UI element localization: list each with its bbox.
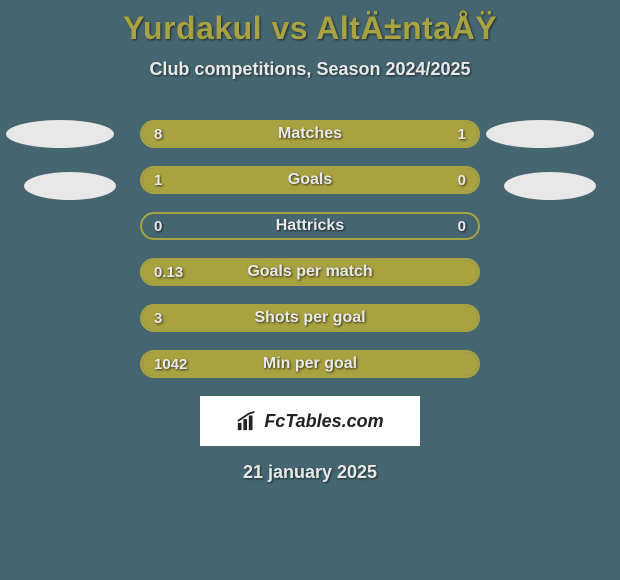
chart-icon (236, 410, 258, 432)
stat-row: 8Matches1 (140, 120, 480, 148)
comparison-subtitle: Club competitions, Season 2024/2025 (0, 59, 620, 80)
stat-label: Shots per goal (142, 309, 478, 327)
fctables-logo: FcTables.com (200, 396, 420, 446)
stat-label: Goals per match (142, 263, 478, 281)
stat-right-value: 1 (458, 126, 466, 143)
stat-row: 0.13Goals per match (140, 258, 480, 286)
stat-row: 3Shots per goal (140, 304, 480, 332)
stat-label: Matches (142, 125, 478, 143)
stat-label: Goals (142, 171, 478, 189)
player-ellipse (486, 120, 594, 148)
player-ellipse (24, 172, 116, 200)
stat-label: Min per goal (142, 355, 478, 373)
comparison-date: 21 january 2025 (0, 462, 620, 483)
player-ellipse (6, 120, 114, 148)
stat-right-value: 0 (458, 218, 466, 235)
comparison-title: Yurdakul vs AltÄ±ntaÅŸ (0, 0, 620, 47)
stat-row: 1042Min per goal (140, 350, 480, 378)
stat-row: 1Goals0 (140, 166, 480, 194)
logo-text: FcTables.com (264, 411, 383, 432)
stat-right-value: 0 (458, 172, 466, 189)
stat-label: Hattricks (142, 217, 478, 235)
stat-row: 0Hattricks0 (140, 212, 480, 240)
player-ellipse (504, 172, 596, 200)
stats-area: 8Matches11Goals00Hattricks00.13Goals per… (0, 120, 620, 378)
